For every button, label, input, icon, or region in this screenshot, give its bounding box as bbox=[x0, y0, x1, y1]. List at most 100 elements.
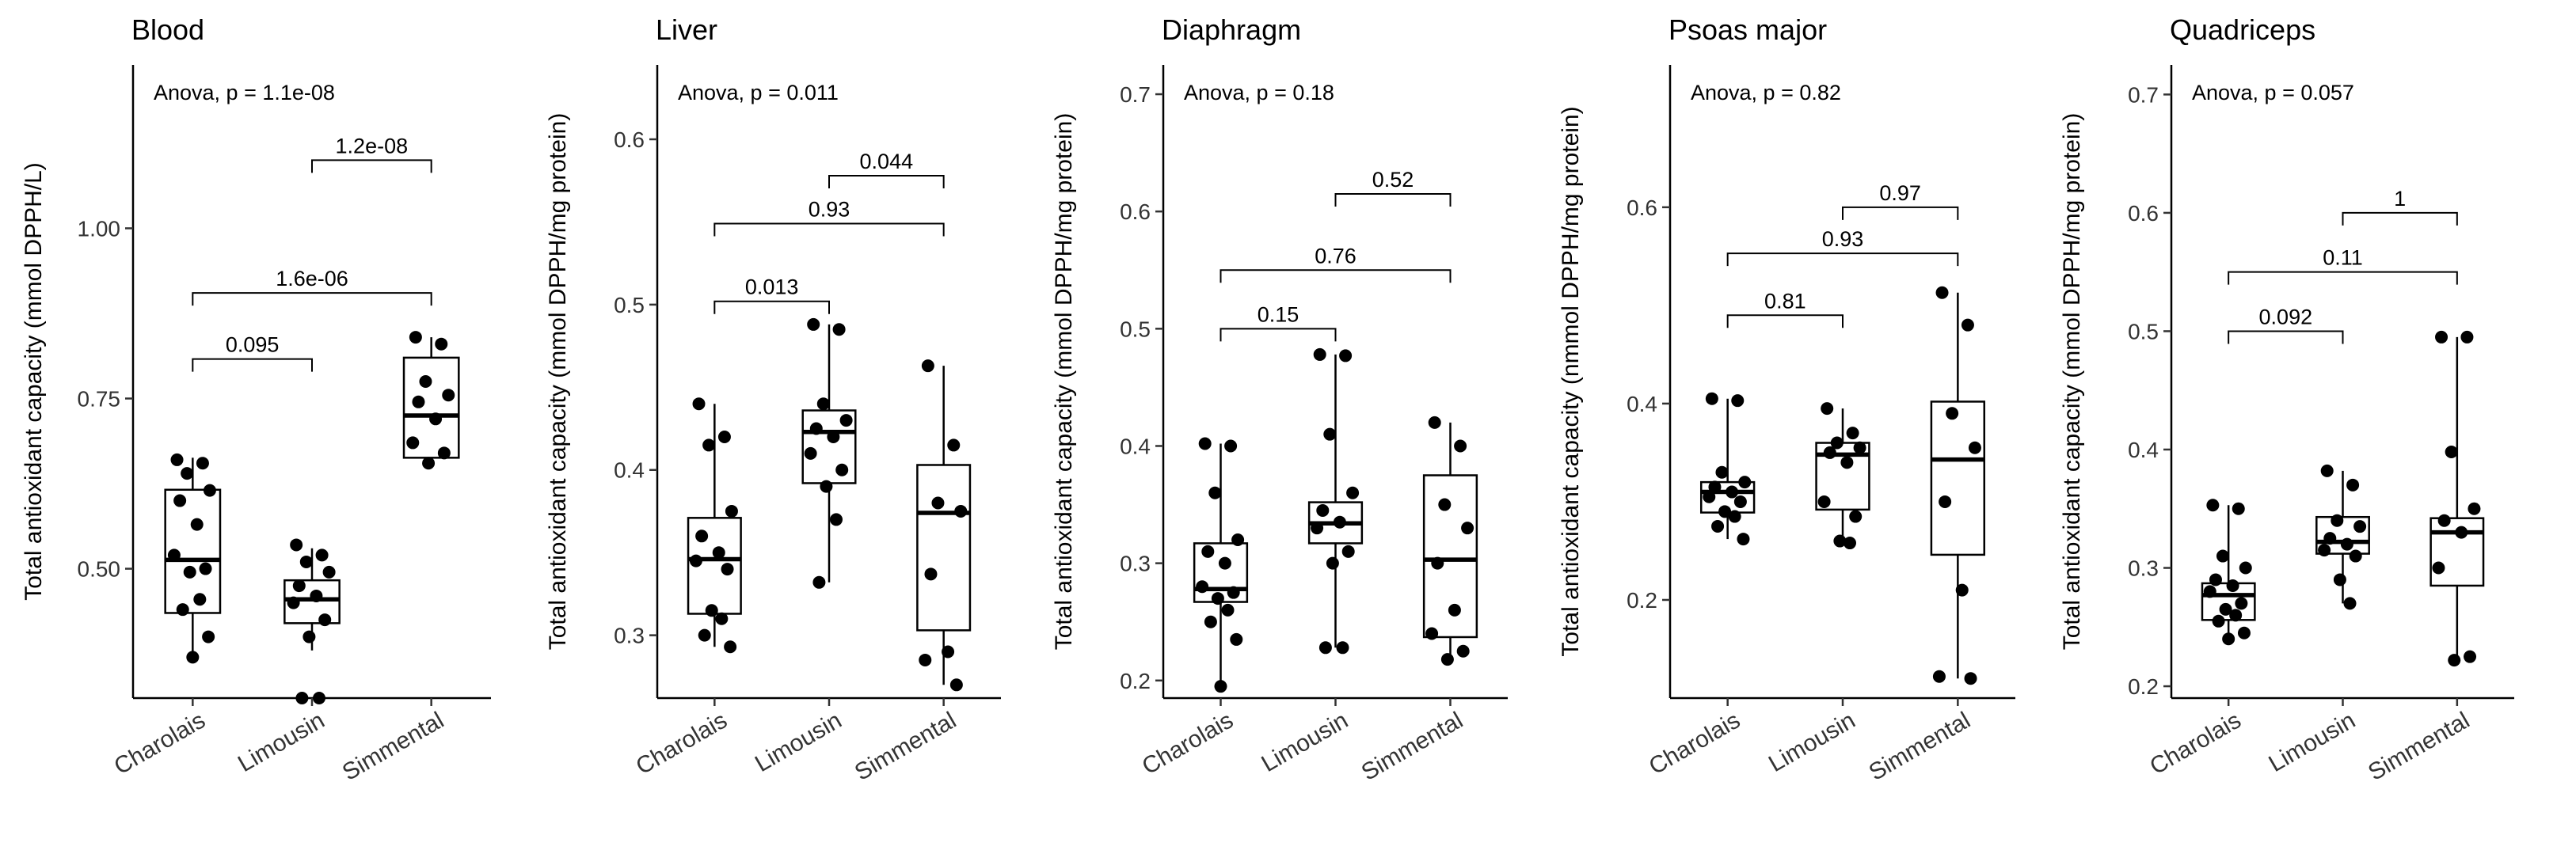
data-point bbox=[702, 438, 716, 452]
bracket-p-value: 0.52 bbox=[1372, 168, 1414, 192]
y-tick-label: 0.6 bbox=[1627, 195, 1657, 220]
panel-psoas-major: Psoas major Anova, p = 0.82 Total antioxid… bbox=[1558, 13, 2015, 786]
data-point bbox=[1440, 653, 1454, 666]
data-point bbox=[1198, 437, 1212, 450]
data-point bbox=[2464, 650, 2477, 663]
data-point bbox=[322, 565, 336, 579]
data-point bbox=[2437, 514, 2451, 527]
data-point bbox=[1333, 515, 1346, 529]
data-point bbox=[807, 317, 820, 331]
data-point bbox=[1316, 503, 1330, 517]
x-tick-label: Simmental bbox=[1357, 707, 1467, 785]
data-point bbox=[1849, 510, 1863, 523]
data-point bbox=[1738, 476, 1752, 489]
x-tick-label: Charolais bbox=[632, 707, 732, 780]
comparison-bracket: 0.93 bbox=[713, 198, 945, 237]
data-point bbox=[1853, 441, 1866, 454]
bracket-p-value: 0.013 bbox=[745, 275, 799, 299]
data-point bbox=[290, 538, 303, 552]
x-tick-label: Charolais bbox=[110, 707, 210, 780]
data-point bbox=[409, 331, 422, 344]
y-tick-label: 0.2 bbox=[1120, 669, 1151, 693]
data-point bbox=[442, 389, 455, 402]
data-point bbox=[1230, 632, 1243, 646]
data-point bbox=[190, 518, 204, 531]
bracket-line bbox=[1726, 252, 1959, 267]
bracket-line bbox=[713, 222, 945, 237]
data-point bbox=[1946, 407, 1959, 420]
data-point bbox=[820, 480, 833, 493]
panel-title: Blood bbox=[131, 13, 204, 46]
comparison-bracket: 0.93 bbox=[1726, 227, 1959, 267]
data-point bbox=[2232, 502, 2245, 515]
data-point bbox=[1221, 603, 1235, 617]
box-limousin bbox=[1307, 354, 1364, 648]
data-point bbox=[295, 692, 309, 704]
data-point bbox=[429, 412, 443, 426]
data-point bbox=[2460, 330, 2474, 343]
x-tick-label: Limousin bbox=[751, 707, 846, 777]
data-point bbox=[2333, 573, 2346, 586]
data-point bbox=[827, 430, 840, 443]
data-point bbox=[1705, 392, 1718, 405]
data-point bbox=[1955, 583, 1969, 597]
bracket-p-value: 0.11 bbox=[2323, 246, 2363, 270]
data-point bbox=[318, 613, 332, 627]
data-point bbox=[1438, 498, 1452, 511]
comparison-bracket: 0.044 bbox=[828, 150, 945, 188]
data-point bbox=[2235, 597, 2248, 610]
data-point bbox=[921, 359, 934, 373]
y-tick-label: 0.5 bbox=[2128, 319, 2159, 343]
data-point bbox=[804, 446, 817, 460]
data-point bbox=[721, 563, 734, 576]
data-point bbox=[2320, 464, 2334, 477]
data-point bbox=[1318, 641, 1332, 655]
anova-annotation: Anova, p = 0.057 bbox=[2192, 81, 2354, 104]
x-tick-label: Charolais bbox=[1138, 707, 1238, 780]
data-point bbox=[830, 513, 843, 526]
data-point bbox=[203, 484, 216, 497]
data-point bbox=[2455, 526, 2468, 539]
data-point bbox=[1196, 580, 1209, 594]
y-tick-label: 0.3 bbox=[2128, 556, 2159, 581]
y-axis-label: Total antioxidant capacity (mmol DPPH/mg… bbox=[545, 113, 571, 651]
data-point bbox=[2212, 614, 2225, 628]
x-tick-label: Limousin bbox=[1764, 707, 1859, 777]
box-simmental bbox=[1422, 422, 1478, 660]
anova-annotation: Anova, p = 0.18 bbox=[1184, 81, 1334, 104]
bracket-p-value: 0.93 bbox=[1822, 227, 1864, 251]
data-point bbox=[698, 628, 711, 642]
data-point bbox=[816, 397, 830, 411]
bracket-p-value: 0.93 bbox=[809, 198, 850, 222]
data-point bbox=[2353, 520, 2367, 533]
bracket-line bbox=[2228, 330, 2344, 344]
comparison-bracket: 0.81 bbox=[1726, 289, 1844, 328]
data-point bbox=[173, 494, 187, 507]
data-point bbox=[183, 565, 196, 579]
data-point bbox=[705, 604, 718, 617]
data-point bbox=[809, 422, 823, 435]
data-point bbox=[1208, 486, 1222, 499]
data-point bbox=[2340, 537, 2353, 551]
data-point bbox=[170, 453, 184, 466]
data-point bbox=[412, 395, 425, 408]
y-tick-label: 0.3 bbox=[614, 624, 645, 648]
bracket-p-value: 0.095 bbox=[226, 333, 280, 357]
comparison-bracket: 0.97 bbox=[1842, 181, 1959, 220]
data-point bbox=[1448, 603, 1461, 617]
data-point bbox=[196, 457, 209, 470]
data-point bbox=[954, 504, 968, 518]
data-point bbox=[2229, 609, 2243, 622]
data-point bbox=[435, 337, 448, 351]
data-point bbox=[1339, 349, 1353, 362]
data-point bbox=[1224, 439, 1238, 453]
bracket-p-value: 0.97 bbox=[1879, 181, 1921, 205]
y-tick-label: 0.2 bbox=[2128, 674, 2159, 699]
y-axis-label: Total antioxidant capacity (mmol DPPH/mg… bbox=[1051, 113, 1077, 651]
comparison-bracket: 0.15 bbox=[1220, 302, 1337, 342]
y-tick-label: 0.50 bbox=[78, 557, 121, 582]
panel-title: Liver bbox=[656, 13, 717, 46]
comparison-bracket: 1 bbox=[2342, 187, 2458, 226]
data-point bbox=[419, 375, 432, 388]
bracket-p-value: 0.092 bbox=[2259, 305, 2313, 328]
